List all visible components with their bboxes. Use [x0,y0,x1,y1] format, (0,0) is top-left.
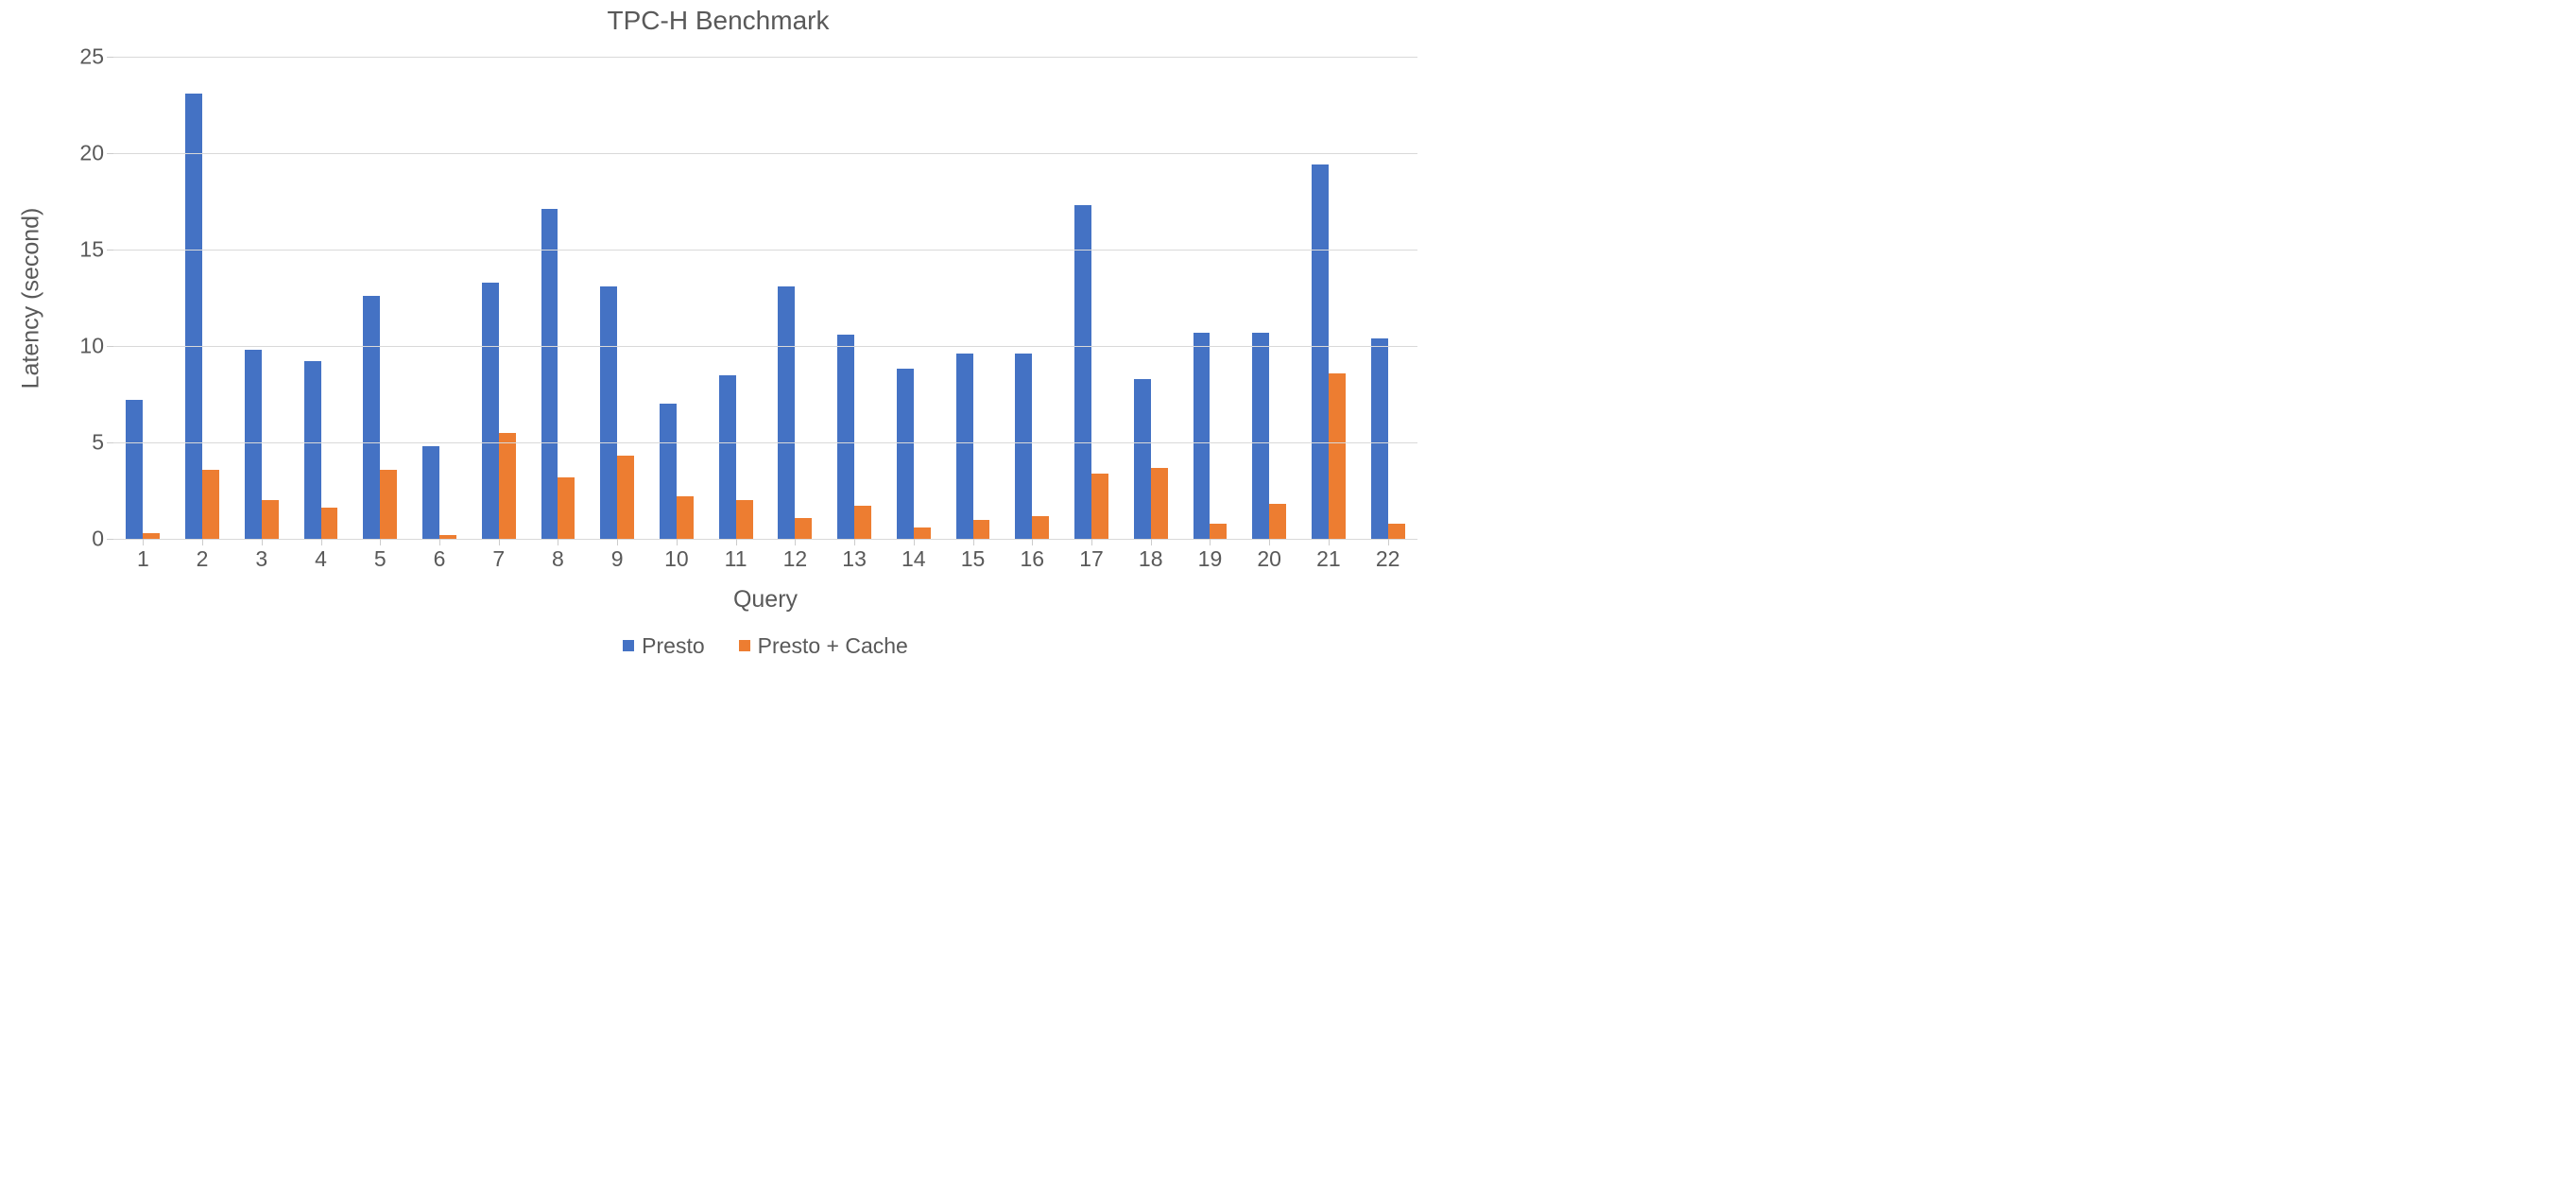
bar-presto-cache-q20 [1269,504,1286,539]
bar-presto-cache-q17 [1091,474,1108,539]
bar-presto-q22 [1371,338,1388,539]
bar-presto-q9 [600,286,617,539]
y-tick-label: 10 [57,334,113,359]
x-tickmark [380,539,381,545]
bar-presto-q12 [778,286,795,539]
bar-presto-cache-q16 [1032,516,1049,539]
bar-presto-cache-q4 [321,508,338,539]
bar-presto-cache-q11 [736,500,753,539]
bar-presto-cache-q8 [558,477,575,539]
legend-label: Presto + Cache [758,633,908,659]
bar-presto-q13 [837,335,854,539]
y-tick-label: 15 [57,237,113,263]
gridline [113,346,1417,347]
bar-presto-q6 [422,446,439,539]
x-tickmark [202,539,203,545]
x-tickmark [854,539,855,545]
y-tick-label: 5 [57,430,113,456]
legend-item-presto: Presto [623,633,704,659]
bar-presto-q19 [1194,333,1211,539]
tpch-benchmark-chart: TPC-H Benchmark Latency (second) 0510152… [0,0,1436,666]
legend-label: Presto [642,633,704,659]
bar-presto-cache-q3 [262,500,279,539]
bar-presto-cache-q18 [1151,468,1168,539]
x-tickmark [914,539,915,545]
x-tickmark [677,539,678,545]
bar-presto-q20 [1252,333,1269,539]
bar-presto-cache-q2 [202,470,219,539]
bar-presto-cache-q14 [914,527,931,539]
bar-presto-cache-q5 [380,470,397,539]
plot-area: 0510152025123456789101112131415161718192… [113,57,1417,540]
bar-presto-q8 [541,209,558,539]
bar-presto-q7 [482,283,499,539]
x-tickmark [1091,539,1092,545]
legend-swatch [739,640,750,651]
gridline [113,57,1417,58]
gridline [113,250,1417,251]
bar-presto-q2 [185,94,202,539]
y-axis-title: Latency (second) [17,57,45,539]
bar-presto-cache-q13 [854,506,871,539]
x-tickmark [1032,539,1033,545]
x-tickmark [736,539,737,545]
x-tickmark [262,539,263,545]
bar-presto-q3 [245,350,262,539]
bar-presto-q11 [719,375,736,539]
bar-presto-q10 [660,404,677,539]
x-tickmark [1329,539,1330,545]
x-tickmark [795,539,796,545]
bar-presto-q15 [956,354,973,539]
x-tickmark [321,539,322,545]
bar-presto-q16 [1015,354,1032,539]
x-tickmark [439,539,440,545]
gridline [113,153,1417,154]
bar-presto-q5 [363,296,380,539]
bar-presto-q18 [1134,379,1151,539]
bar-presto-q1 [126,400,143,539]
bar-presto-cache-q9 [617,456,634,539]
x-tickmark [1388,539,1389,545]
bar-presto-q21 [1312,164,1329,539]
bar-presto-cache-q21 [1329,373,1346,539]
y-tick-label: 25 [57,44,113,70]
x-tickmark [1210,539,1211,545]
x-tickmark [1269,539,1270,545]
x-tickmark [617,539,618,545]
bar-presto-cache-q10 [677,496,694,539]
legend-item-presto-cache: Presto + Cache [739,633,908,659]
bar-presto-q17 [1074,205,1091,539]
y-tick-label: 20 [57,141,113,166]
chart-title: TPC-H Benchmark [0,6,1436,36]
x-tickmark [499,539,500,545]
x-axis-title: Query [113,586,1417,614]
bar-presto-cache-q15 [973,520,990,539]
y-tick-label: 0 [57,527,113,552]
legend-swatch [623,640,634,651]
legend: Presto Presto + Cache [113,631,1417,659]
bars-layer [113,57,1417,539]
bar-presto-cache-q22 [1388,524,1405,539]
bar-presto-cache-q12 [795,518,812,539]
gridline [113,442,1417,443]
x-tickmark [1151,539,1152,545]
bar-presto-q4 [304,361,321,539]
bar-presto-cache-q19 [1210,524,1227,539]
bar-presto-cache-q7 [499,433,516,539]
bar-presto-q14 [897,369,914,539]
x-tickmark [143,539,144,545]
x-tickmark [973,539,974,545]
